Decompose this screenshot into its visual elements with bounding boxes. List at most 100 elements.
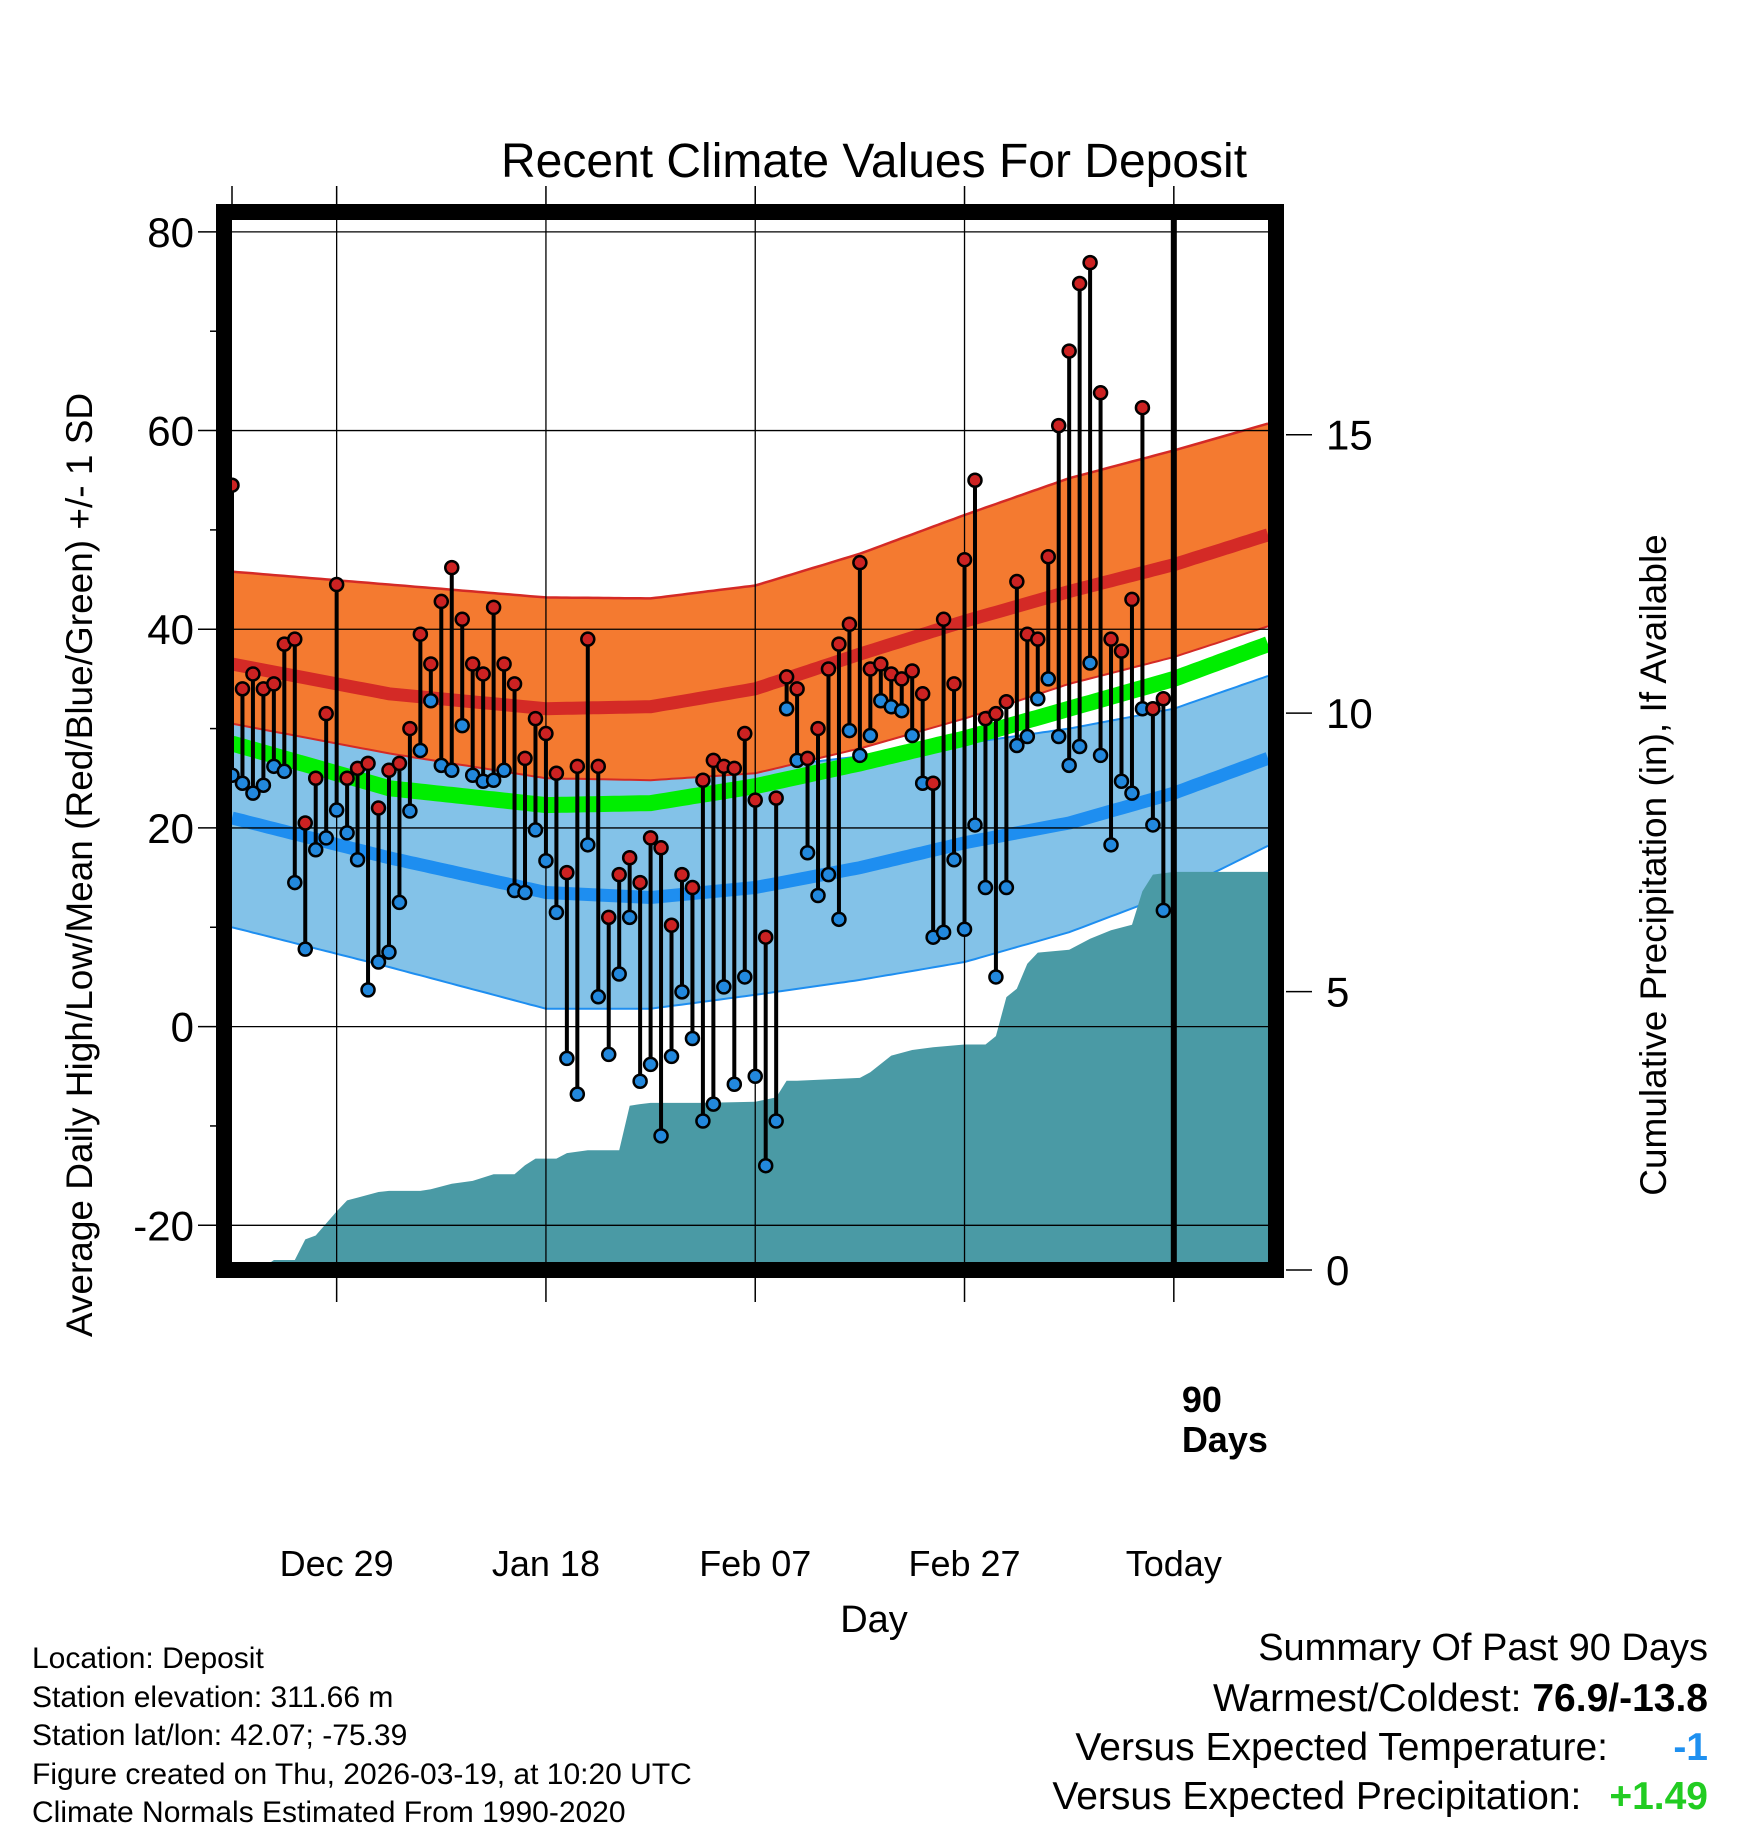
daily-low-point	[538, 852, 554, 869]
y-axis-label: Average Daily High/Low/Mean (Red/Blue/Gr…	[59, 393, 100, 1337]
warmest-row: Warmest/Coldest: 76.9/-13.8	[1052, 1674, 1708, 1723]
x-axis-label: Day	[840, 1599, 908, 1641]
daily-high-point	[726, 760, 743, 777]
x-tick-label: Feb 27	[908, 1543, 1020, 1584]
daily-high-point	[370, 800, 387, 816]
daily-low-point	[370, 954, 387, 970]
daily-high-point	[1082, 254, 1098, 271]
daily-high-point	[852, 554, 868, 571]
x-tick-label: Feb 07	[699, 1543, 811, 1584]
daily-low-point	[412, 742, 429, 759]
summary-heading: Summary Of Past 90 Days	[1258, 1627, 1708, 1669]
y2-tick-label: 0	[1326, 1247, 1349, 1294]
daily-low-point	[904, 727, 920, 744]
daily-low-point	[1061, 757, 1077, 774]
daily-high-point	[339, 770, 355, 787]
daily-low-point	[768, 1113, 784, 1129]
daily-high-point	[778, 669, 795, 685]
y-tick-label: -20	[133, 1202, 194, 1249]
daily-high-point	[328, 576, 345, 593]
daily-high-point	[1061, 343, 1077, 359]
daily-low-point	[998, 879, 1015, 896]
today-label: Days	[1182, 1419, 1268, 1460]
daily-low-point	[485, 772, 502, 788]
daily-low-point	[988, 969, 1004, 985]
temp-value: -1	[1673, 1726, 1708, 1769]
daily-low-point	[318, 830, 334, 846]
daily-low-point	[1124, 785, 1140, 801]
daily-low-point	[402, 803, 418, 819]
daily-high-point	[757, 929, 774, 945]
daily-low-point	[1092, 747, 1109, 764]
daily-low-point	[517, 884, 533, 901]
daily-high-point	[506, 676, 523, 692]
created-text: Figure created on Thu, 2026-03-19, at 10…	[32, 1757, 692, 1791]
daily-high-point	[517, 750, 533, 767]
daily-low-point	[695, 1113, 711, 1129]
daily-high-point	[768, 790, 784, 806]
daily-low-point	[674, 984, 690, 1000]
daily-high-point	[831, 636, 847, 652]
daily-high-point	[360, 755, 376, 772]
daily-high-point	[799, 750, 816, 767]
daily-low-point	[1030, 691, 1046, 707]
normal-low-line	[230, 752, 1271, 905]
daily-high-point	[1050, 417, 1067, 434]
daily-high-point	[1009, 573, 1025, 590]
daily-low-point	[621, 909, 638, 926]
daily-low-point	[726, 1076, 743, 1092]
daily-low-point	[381, 944, 397, 960]
summary-panel: Summary Of Past 90 Days Warmest/Coldest:…	[1052, 1622, 1708, 1821]
precip-label: Versus Expected Precipitation:	[1052, 1775, 1582, 1818]
daily-high-point	[810, 720, 826, 737]
daily-high-point	[266, 676, 282, 692]
daily-high-point	[580, 631, 596, 647]
daily-low-point	[632, 1073, 648, 1089]
daily-low-point	[684, 1030, 701, 1047]
daily-low-point	[349, 851, 366, 868]
daily-high-point	[569, 758, 586, 775]
daily-high-point	[1134, 399, 1151, 416]
precip-value: +1.49	[1609, 1775, 1708, 1818]
daily-high-point	[433, 593, 450, 610]
normal-high-band-upper	[231, 422, 1269, 600]
daily-low-point	[444, 762, 460, 779]
chart-title: Recent Climate Values For Deposit	[501, 135, 1247, 188]
x-tick-label: Jan 18	[492, 1543, 600, 1584]
daily-low-point	[590, 989, 607, 1005]
daily-high-point	[904, 663, 920, 679]
daily-low-point	[716, 979, 732, 995]
y-tick-label: 20	[147, 805, 194, 852]
normal-high-line	[230, 528, 1270, 716]
warmest-label: Warmest/Coldest:	[1213, 1677, 1522, 1720]
y2-tick-label: 5	[1326, 969, 1349, 1016]
daily-high-point	[611, 866, 627, 883]
daily-high-point	[663, 917, 680, 934]
daily-low-point	[611, 966, 627, 982]
daily-high-point	[391, 755, 408, 772]
daily-low-point	[1155, 902, 1172, 919]
daily-high-point	[1103, 631, 1119, 647]
daily-low-point	[307, 842, 324, 858]
cumulative-precip-area	[232, 871, 1268, 1270]
daily-high-point	[538, 725, 554, 742]
x-tick-label: Today	[1126, 1543, 1222, 1584]
daily-low-point	[255, 777, 272, 793]
daily-low-point	[297, 941, 314, 957]
daily-high-point	[234, 681, 251, 697]
daily-low-point	[496, 762, 512, 779]
daily-high-point	[307, 770, 324, 787]
daily-high-point	[893, 671, 910, 687]
daily-high-point	[925, 775, 941, 791]
daily-low-point	[862, 727, 879, 744]
daily-low-point	[946, 851, 962, 868]
y-tick-label: 40	[147, 606, 194, 653]
daily-low-point	[893, 702, 910, 719]
daily-low-point	[705, 1096, 722, 1112]
daily-low-point	[328, 802, 345, 818]
y2-tick-label: 10	[1326, 690, 1373, 737]
daily-low-point	[287, 874, 303, 891]
daily-high-point	[548, 765, 565, 782]
daily-low-point	[600, 1046, 617, 1063]
daily-high-point	[820, 661, 837, 677]
